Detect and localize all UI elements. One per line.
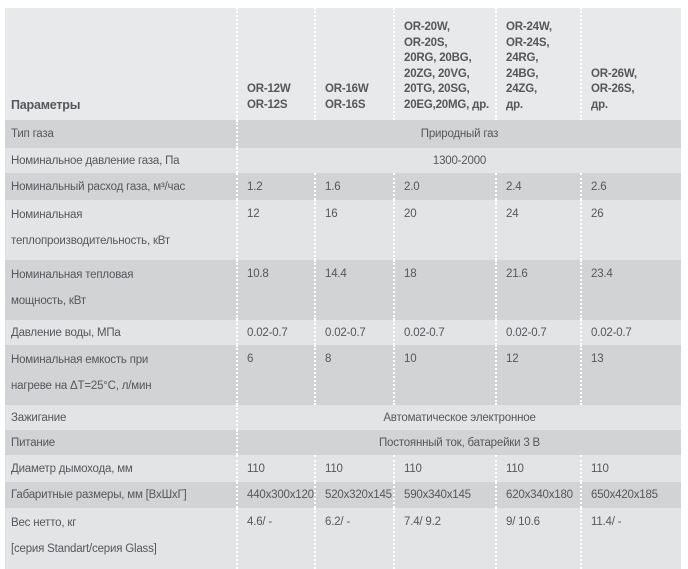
param-label: Номинальное давление газа, Па	[5, 148, 237, 173]
specs-table: Параметры OR-12W OR-12S OR-16W OR-16S OR…	[5, 8, 681, 569]
value-cell: 650x420x185	[580, 482, 681, 508]
value-cell: 110	[314, 455, 394, 482]
param-label: Диаметр дымохода, мм	[5, 455, 237, 482]
spec-row-nominal-heat-productivity: Номинальная теплопроизводительность, кВт…	[5, 200, 681, 260]
value-cell: 23.4	[580, 260, 681, 320]
value-cell: 1.6	[314, 173, 394, 200]
value-cell: 620x340x180	[495, 482, 581, 508]
value-cell: 12	[236, 200, 315, 260]
value-cell: 110	[393, 455, 496, 482]
parameters-label: Параметры	[11, 98, 81, 112]
value-cell: 0.02-0.7	[314, 320, 394, 345]
span-value: Природный газ	[236, 120, 681, 148]
param-label: Зажигание	[5, 405, 237, 430]
value-cell: 6	[236, 345, 315, 405]
column-header-model-or24: OR-24W, OR-24S, 24RG, 24BG, 24ZG, др.	[495, 8, 581, 120]
value-cell: 2.6	[580, 173, 681, 200]
spec-row-water-pressure: Давление воды, МПа 0.02-0.7 0.02-0.7 0.0…	[5, 320, 681, 345]
param-label: Давление воды, МПа	[5, 320, 237, 345]
param-label: Тип газа	[5, 120, 237, 148]
value-cell: 13	[580, 345, 681, 405]
span-value: 1300-2000	[236, 148, 681, 173]
value-cell: 6.2/ -	[314, 508, 394, 569]
spec-row-power-supply: Питание Постоянный ток, батарейки 3 В	[5, 430, 681, 455]
value-cell: 590x340x145	[393, 482, 496, 508]
value-cell: 4.6/ -	[236, 508, 315, 569]
param-label: Номинальная емкость при нагреве на ΔT=25…	[5, 345, 237, 405]
value-cell: 2.4	[495, 173, 581, 200]
param-label: Питание	[5, 430, 237, 455]
value-cell: 26	[580, 200, 681, 260]
column-header-model-or12: OR-12W OR-12S	[236, 8, 315, 120]
value-cell: 0.02-0.7	[236, 320, 315, 345]
value-cell: 0.02-0.7	[580, 320, 681, 345]
value-cell: 1.2	[236, 173, 315, 200]
value-cell: 7.4/ 9.2	[393, 508, 496, 569]
value-cell: 21.6	[495, 260, 581, 320]
spec-row-nominal-gas-consumption: Номинальный расход газа, м³/час 1.2 1.6 …	[5, 173, 681, 200]
value-cell: 2.0	[393, 173, 496, 200]
spec-row-net-weight: Вес нетто, кг [серия Standart/серия Glas…	[5, 508, 681, 569]
spec-row-dimensions: Габаритные размеры, мм [ВхШхГ] 440x300x1…	[5, 482, 681, 508]
value-cell: 110	[580, 455, 681, 482]
spec-row-flue-diameter: Диаметр дымохода, мм 110 110 110 110 110	[5, 455, 681, 482]
column-header-model-or16: OR-16W OR-16S	[314, 8, 394, 120]
value-cell: 18	[393, 260, 496, 320]
value-cell: 440x300x120	[236, 482, 315, 508]
header-row: Параметры OR-12W OR-12S OR-16W OR-16S OR…	[5, 8, 681, 120]
specs-table-container: Параметры OR-12W OR-12S OR-16W OR-16S OR…	[5, 8, 681, 569]
column-header-model-or20: OR-20W, OR-20S, 20RG, 20BG, 20ZG, 20VG, …	[393, 8, 496, 120]
spec-row-nominal-gas-pressure: Номинальное давление газа, Па 1300-2000	[5, 148, 681, 173]
value-cell: 14.4	[314, 260, 394, 320]
span-value: Постоянный ток, батарейки 3 В	[236, 430, 681, 455]
spec-row-nominal-capacity: Номинальная емкость при нагреве на ΔT=25…	[5, 345, 681, 405]
spec-row-nominal-thermal-power: Номинальная тепловая мощность, кВт 10.8 …	[5, 260, 681, 320]
spec-row-gas-type: Тип газа Природный газ	[5, 120, 681, 148]
param-label: Номинальная тепловая мощность, кВт	[5, 260, 237, 320]
param-label: Вес нетто, кг [серия Standart/серия Glas…	[5, 508, 237, 569]
spec-row-ignition: Зажигание Автоматическое электронное	[5, 405, 681, 430]
value-cell: 24	[495, 200, 581, 260]
value-cell: 10	[393, 345, 496, 405]
param-label: Номинальный расход газа, м³/час	[5, 173, 237, 200]
value-cell: 16	[314, 200, 394, 260]
column-header-parameters: Параметры	[5, 8, 237, 120]
value-cell: 10.8	[236, 260, 315, 320]
value-cell: 9/ 10.6	[495, 508, 581, 569]
value-cell: 8	[314, 345, 394, 405]
value-cell: 11.4/ -	[580, 508, 681, 569]
value-cell: 110	[495, 455, 581, 482]
param-label: Габаритные размеры, мм [ВхШхГ]	[5, 482, 237, 508]
value-cell: 0.02-0.7	[495, 320, 581, 345]
column-header-model-or26: OR-26W, OR-26S, др.	[580, 8, 681, 120]
value-cell: 0.02-0.7	[393, 320, 496, 345]
param-label: Номинальная теплопроизводительность, кВт	[5, 200, 237, 260]
value-cell: 12	[495, 345, 581, 405]
value-cell: 110	[236, 455, 315, 482]
span-value: Автоматическое электронное	[236, 405, 681, 430]
value-cell: 520x320x145	[314, 482, 394, 508]
value-cell: 20	[393, 200, 496, 260]
